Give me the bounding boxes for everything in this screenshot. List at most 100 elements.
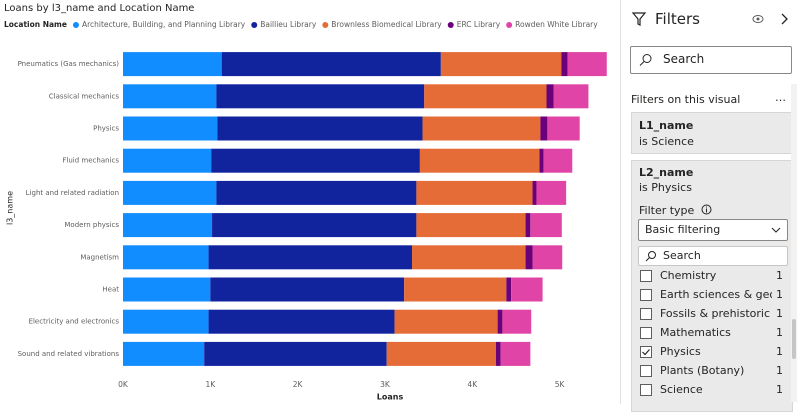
checkbox[interactable] [640, 384, 652, 396]
bar-segment [502, 309, 532, 334]
y-tick-label: Classical mechanics [49, 92, 120, 100]
chart-title: Loans by l3_name and Location Name [4, 3, 194, 14]
bar-segment [204, 341, 387, 366]
item-label: Mathematics [660, 326, 731, 339]
bar-segment [536, 180, 567, 205]
bar-segment [208, 245, 413, 270]
legend-title: Location Name [4, 20, 67, 29]
legend-label: ERC Library [457, 20, 501, 29]
checkbox[interactable] [640, 346, 652, 358]
visibility-button[interactable] [751, 13, 765, 25]
x-tick-label: 5K [555, 380, 566, 389]
x-tick-label: 3K [380, 380, 391, 389]
bar-segment [561, 52, 568, 77]
legend-label: Baillieu Library [260, 20, 317, 29]
legend-marker [322, 22, 329, 28]
filter-summary: is Science [639, 135, 694, 148]
filter-name: L2_name [639, 166, 694, 179]
y-tick-label: Physics [93, 125, 119, 133]
more-button[interactable]: … [775, 91, 786, 104]
bar-segment [123, 277, 211, 302]
bar-segment [532, 245, 563, 270]
item-label: Fossils & prehistoric ... [660, 307, 772, 320]
bar-segment [123, 245, 209, 270]
bar-segment [539, 148, 544, 173]
collapse-button[interactable] [779, 12, 791, 26]
item-label: Science [660, 383, 703, 396]
bar-segment [123, 116, 218, 141]
y-tick-label: Magnetism [80, 253, 119, 261]
legend-label: Brownless Biomedical Library [331, 20, 442, 29]
bar-segment [217, 116, 423, 141]
filter-type-dropdown[interactable]: Basic filtering [638, 219, 788, 241]
legend-marker [506, 22, 513, 28]
filter-item[interactable]: Earth sciences & geo... 1 [638, 286, 788, 304]
bar-segment [123, 52, 222, 77]
checkbox[interactable] [640, 308, 652, 320]
item-label: Plants (Botany) [660, 364, 745, 377]
bar-segment [440, 52, 562, 77]
legend-marker [72, 22, 79, 28]
bar-segment [123, 84, 217, 109]
bar-segment [216, 180, 417, 205]
filter-item[interactable]: Physics 1 [638, 343, 788, 361]
chart: Loans by l3_name and Location Name Locat… [4, 3, 607, 402]
bar-segment [212, 213, 417, 238]
bar-segment [511, 277, 543, 302]
filter-card[interactable]: L2_name is Physics Filter type Basic fil… [631, 160, 793, 412]
bar-segment [497, 309, 503, 334]
checkbox[interactable] [640, 365, 652, 377]
bar-segment [208, 309, 395, 334]
bar-segment [210, 277, 405, 302]
scrollbar[interactable] [791, 84, 797, 402]
bar-segment [553, 84, 589, 109]
bar-segment [567, 52, 607, 77]
search-placeholder: Search [663, 52, 705, 66]
filter-card[interactable]: L1_name is Science [631, 112, 793, 154]
bar-segment [386, 341, 496, 366]
filter-item[interactable]: Science 1 [638, 381, 788, 399]
y-tick-label: Sound and related vibrations [18, 350, 120, 358]
filter-item[interactable]: Fossils & prehistoric ... 1 [638, 305, 788, 323]
x-tick-label: 1K [205, 380, 216, 389]
y-tick-label: Pneumatics (Gas mechanics) [18, 60, 120, 68]
checkmark [642, 349, 650, 356]
y-tick-label: Electricity and electronics [29, 318, 120, 326]
y-tick-label: Fluid mechanics [62, 157, 119, 165]
bar-segment [530, 213, 562, 238]
scroll-thumb[interactable] [792, 319, 796, 359]
filter-item[interactable]: Chemistry 1 [638, 267, 788, 285]
x-tick-label: 4K [467, 380, 478, 389]
item-count: 1 [776, 383, 783, 396]
bar-segment [495, 341, 501, 366]
filter-type-label: Filter type [639, 204, 695, 217]
bar-segment [543, 148, 573, 173]
bar-segment [123, 309, 209, 334]
y-tick-label: Heat [102, 286, 119, 294]
section-title: Filters on this visual [631, 93, 741, 106]
item-count: 1 [776, 307, 783, 320]
bar-segment [416, 213, 526, 238]
dropdown-value: Basic filtering [645, 223, 721, 236]
filter-pane: Filters Search Filters on this visual … … [620, 0, 798, 412]
y-axis-label: l3_name [6, 191, 15, 225]
filter-icon [631, 12, 647, 26]
list-search[interactable]: Search [638, 246, 788, 266]
legend-label: Rowden White Library [515, 20, 598, 29]
bar-segment [211, 148, 420, 173]
checkbox[interactable] [640, 327, 652, 339]
bar-segment [123, 148, 212, 173]
legend-marker [251, 22, 258, 28]
item-count: 1 [776, 288, 783, 301]
item-label: Chemistry [660, 269, 717, 282]
item-count: 1 [776, 326, 783, 339]
filter-item[interactable]: Plants (Botany) 1 [638, 362, 788, 380]
bar-segment [546, 84, 554, 109]
filter-item[interactable]: Mathematics 1 [638, 324, 788, 342]
bar-segment [221, 52, 441, 77]
checkbox[interactable] [640, 289, 652, 301]
checkbox[interactable] [640, 270, 652, 282]
search-box[interactable]: Search [630, 46, 792, 74]
y-tick-label: Light and related radiation [26, 189, 119, 197]
bar-segment [506, 277, 512, 302]
